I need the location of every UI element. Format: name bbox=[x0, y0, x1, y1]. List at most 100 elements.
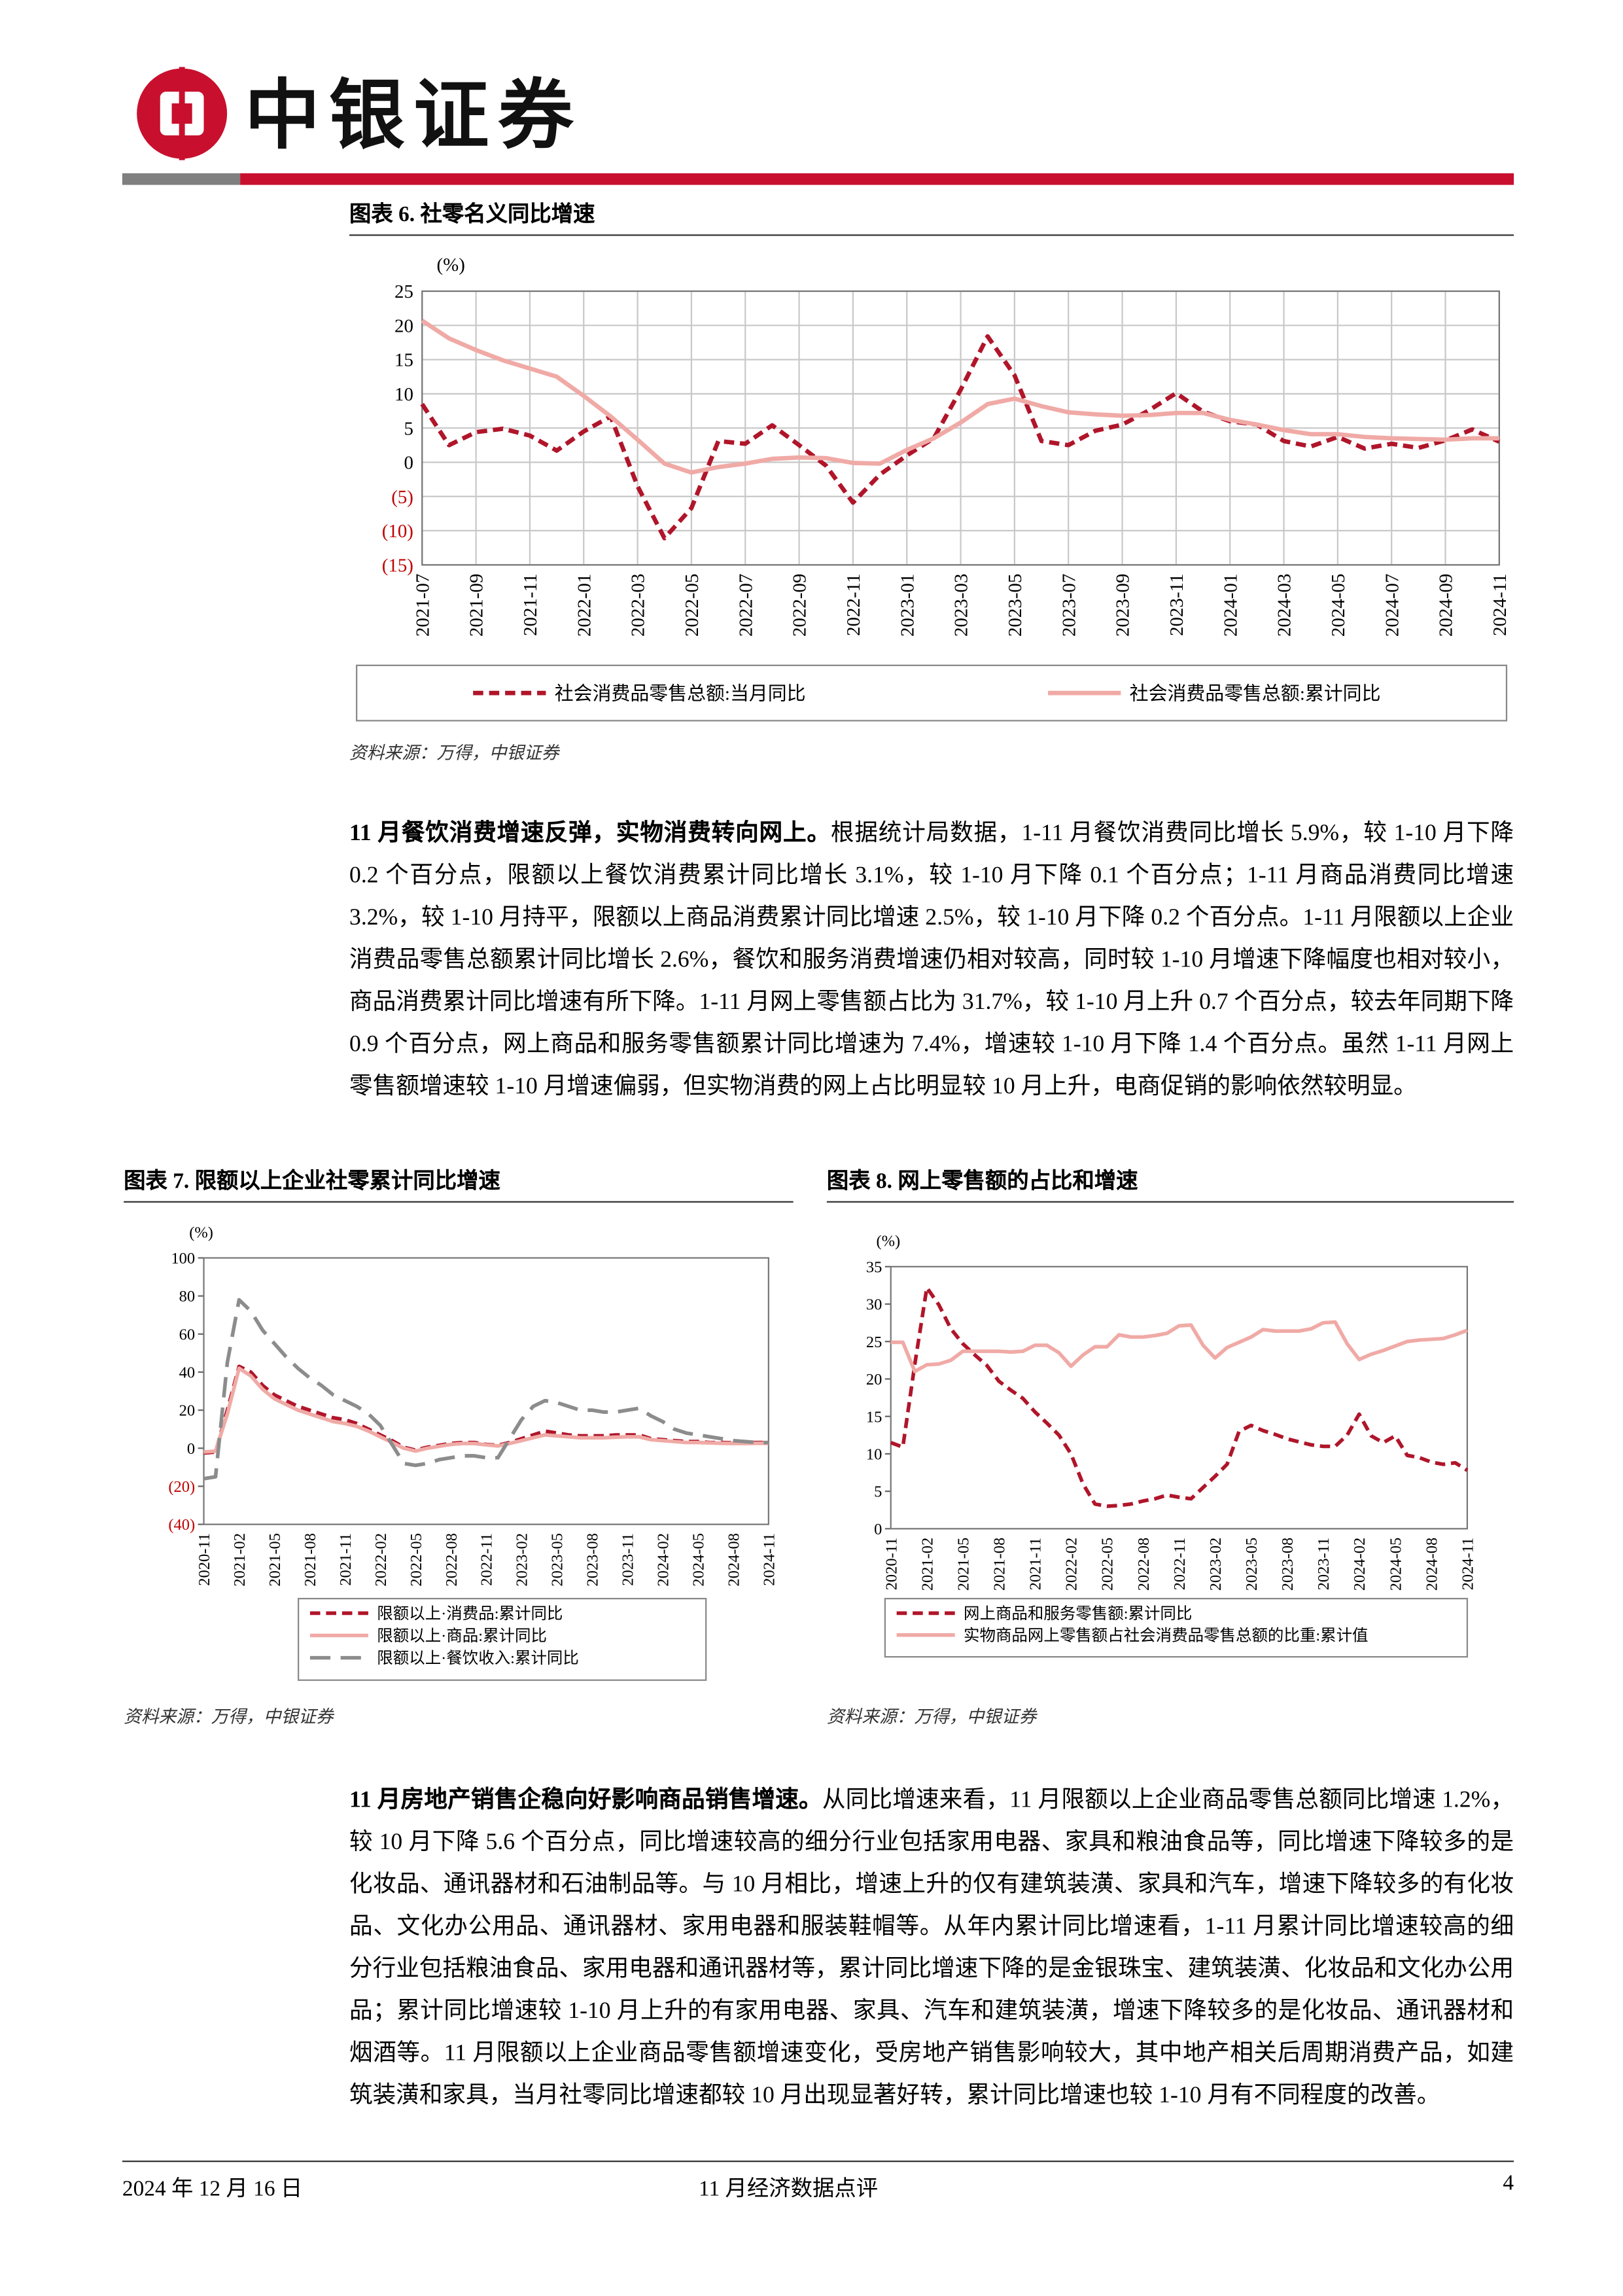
chart-title: 图表 8. 网上零售额的占比和增速 bbox=[826, 1165, 1514, 1203]
header-bar-red bbox=[240, 173, 1514, 185]
x-tick-label: 2022-07 bbox=[735, 574, 756, 637]
y-tick-label: 30 bbox=[866, 1296, 882, 1314]
footer-date: 2024 年 12 月 16 日 bbox=[122, 2178, 303, 2202]
footer-title: 11 月经济数据点评 bbox=[699, 2178, 879, 2202]
x-tick-label: 2024-01 bbox=[1220, 574, 1241, 637]
x-tick-label: 2021-11 bbox=[520, 574, 541, 636]
y-tick-label: 10 bbox=[394, 384, 413, 405]
x-tick-label: 2021-07 bbox=[412, 574, 433, 637]
plot-frame bbox=[421, 290, 1500, 566]
x-tick-label: 2022-05 bbox=[682, 574, 703, 637]
y-tick-label: 0 bbox=[874, 1521, 882, 1538]
x-tick-label: 2023-03 bbox=[951, 574, 972, 637]
legend-label: 实物商品网上零售额占社会消费品零售总额的比重:累计值 bbox=[964, 1626, 1369, 1644]
plot-frame bbox=[890, 1265, 1469, 1530]
legend-frame bbox=[298, 1598, 707, 1681]
x-tick-label: 2024-11 bbox=[1490, 574, 1510, 636]
chart: (%) 0 5 10 15 20 25 30 35 2020-11 2021-02 2021-05 20… bbox=[866, 1233, 1476, 1658]
y-tick-label: 5 bbox=[404, 418, 413, 439]
x-tick-label: 2023-02 bbox=[1207, 1538, 1225, 1591]
y-tick-label: 60 bbox=[179, 1326, 195, 1343]
x-tick-label: 2021-11 bbox=[1027, 1538, 1045, 1591]
x-tick-label: 2024-09 bbox=[1436, 574, 1457, 637]
x-tick-label: 2024-03 bbox=[1274, 574, 1295, 637]
y-tick-label: 20 bbox=[179, 1402, 195, 1420]
x-tick-label: 2021-11 bbox=[337, 1533, 355, 1586]
x-tick-label: 2020-11 bbox=[882, 1538, 900, 1591]
y-tick-label: (10) bbox=[382, 521, 413, 542]
paragraph: 11 月房地产销售企稳向好影响商品销售增速。从同比增速来看，11 月限额以上企业… bbox=[349, 1779, 1514, 2117]
x-tick-label: 2024-05 bbox=[1387, 1538, 1405, 1591]
x-tick-label: 2024-05 bbox=[1328, 574, 1349, 637]
brand: 中银证券 bbox=[245, 75, 582, 158]
series-line bbox=[203, 1366, 769, 1454]
x-tick-label: 2022-02 bbox=[1063, 1538, 1081, 1591]
legend-label: 社会消费品零售总额:累计同比 bbox=[1130, 683, 1381, 704]
x-tick-label: 2024-07 bbox=[1382, 574, 1403, 637]
y-tick-label: 20 bbox=[866, 1371, 882, 1388]
x-tick-label: 2022-11 bbox=[1171, 1538, 1189, 1591]
y-tick-label: 0 bbox=[187, 1440, 195, 1458]
y-tick-label: (20) bbox=[168, 1478, 195, 1496]
y-tick-label: 15 bbox=[394, 350, 413, 371]
y-tick-label: 25 bbox=[866, 1333, 882, 1351]
x-tick-label: 2024-02 bbox=[1351, 1538, 1369, 1591]
source: 资料来源：万得，中银证券 bbox=[124, 1706, 334, 1727]
y-tick-label: 20 bbox=[394, 315, 413, 336]
footer-rule bbox=[122, 2161, 1514, 2163]
x-tick-label: 2021-05 bbox=[266, 1533, 284, 1587]
legend-label: 限额以上·消费品:累计同比 bbox=[377, 1604, 563, 1623]
x-tick-label: 2022-01 bbox=[574, 574, 595, 637]
y-axis-unit: (%) bbox=[189, 1224, 213, 1241]
x-tick-label: 2023-08 bbox=[1279, 1538, 1297, 1591]
x-tick-label: 2023-11 bbox=[620, 1533, 637, 1586]
y-tick-label: (40) bbox=[168, 1516, 195, 1534]
y-tick-label: 35 bbox=[866, 1258, 882, 1276]
x-tick-label: 2020-11 bbox=[196, 1533, 213, 1586]
paragraph-body: 根据统计局数据，1-11 月餐饮消费同比增长 5.9%，较 1-10 月下降 0… bbox=[349, 821, 1514, 1099]
series-line bbox=[203, 1364, 769, 1455]
chart-title: 图表 7. 限额以上企业社零累计同比增速 bbox=[124, 1165, 794, 1203]
x-tick-label: 2023-11 bbox=[1166, 574, 1187, 636]
legend-frame bbox=[356, 664, 1508, 722]
y-tick-label: 10 bbox=[866, 1445, 882, 1463]
x-tick-label: 2023-05 bbox=[549, 1533, 567, 1587]
x-tick-label: 2024-08 bbox=[1423, 1538, 1440, 1591]
legend-frame bbox=[884, 1598, 1469, 1658]
x-tick-label: 2023-02 bbox=[514, 1533, 531, 1587]
paragraph-body: 从同比增速来看，11 月限额以上企业商品零售总额同比增速 1.2%，较 10 月… bbox=[349, 1788, 1514, 2108]
x-tick-label: 2024-11 bbox=[760, 1533, 778, 1586]
x-tick-label: 2022-02 bbox=[372, 1533, 390, 1587]
legend-label: 社会消费品零售总额:当月同比 bbox=[555, 683, 806, 704]
y-tick-label: (15) bbox=[382, 555, 413, 576]
y-tick-label: (5) bbox=[391, 487, 413, 508]
y-tick-label: 100 bbox=[171, 1250, 195, 1267]
x-tick-label: 2022-03 bbox=[628, 574, 649, 637]
x-tick-label: 2022-11 bbox=[843, 574, 864, 636]
x-tick-label: 2021-05 bbox=[954, 1538, 972, 1591]
source: 资料来源：万得，中银证券 bbox=[349, 742, 559, 763]
x-tick-label: 2021-08 bbox=[302, 1533, 319, 1587]
x-tick-label: 2024-08 bbox=[725, 1533, 742, 1587]
x-tick-label: 2022-09 bbox=[790, 574, 811, 637]
x-tick-label: 2023-09 bbox=[1113, 574, 1134, 637]
y-tick-label: 15 bbox=[866, 1408, 882, 1426]
page-number: 4 bbox=[1503, 2172, 1514, 2196]
y-tick-label: 40 bbox=[179, 1364, 195, 1382]
paragraph: 11 月餐饮消费增速反弹，实物消费转向网上。根据统计局数据，1-11 月餐饮消费… bbox=[349, 813, 1514, 1108]
y-tick-label: 25 bbox=[394, 281, 413, 302]
x-tick-label: 2024-05 bbox=[690, 1533, 708, 1587]
y-tick-label: 80 bbox=[179, 1288, 195, 1305]
x-tick-label: 2023-01 bbox=[897, 574, 918, 637]
x-tick-label: 2021-09 bbox=[466, 574, 487, 637]
legend-label: 限额以上·餐饮收入:累计同比 bbox=[377, 1649, 579, 1667]
series-line bbox=[890, 1286, 1469, 1508]
legend-label: 限额以上·商品:累计同比 bbox=[377, 1627, 547, 1645]
x-tick-label: 2022-08 bbox=[443, 1533, 461, 1587]
y-tick-label: 5 bbox=[874, 1483, 882, 1501]
series-line bbox=[203, 1298, 769, 1481]
legend-label: 网上商品和服务零售额:累计同比 bbox=[964, 1604, 1192, 1623]
paragraph-lead: 11 月房地产销售企稳向好影响商品销售增速。 bbox=[349, 1788, 822, 1813]
